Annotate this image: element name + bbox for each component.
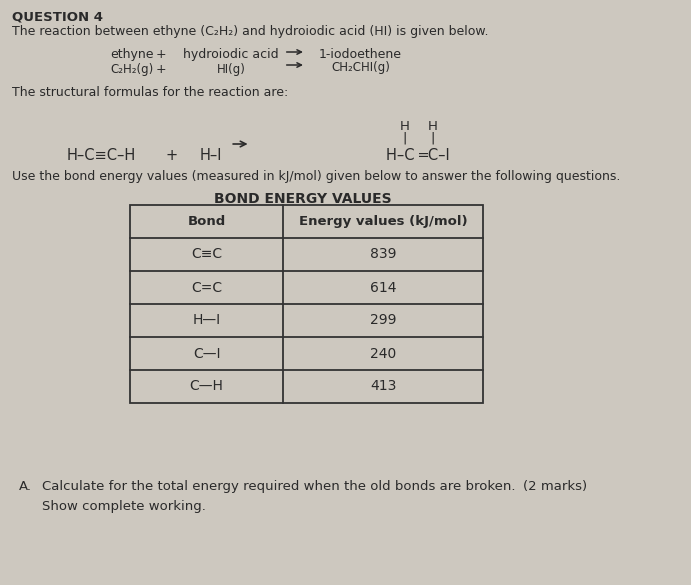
Text: Energy values (kJ/mol): Energy values (kJ/mol): [299, 215, 468, 228]
Text: (2 marks): (2 marks): [523, 480, 587, 493]
Text: The structural formulas for the reaction are:: The structural formulas for the reaction…: [12, 86, 289, 99]
Text: 614: 614: [370, 280, 397, 294]
Text: +: +: [155, 63, 166, 76]
Text: The reaction between ethyne (C₂H₂) and hydroiodic acid (HI) is given below.: The reaction between ethyne (C₂H₂) and h…: [12, 25, 489, 38]
Bar: [130, 205, 484, 403]
Text: +: +: [155, 48, 166, 61]
Text: Bond: Bond: [187, 215, 226, 228]
Text: Use the bond energy values (measured in kJ/mol) given below to answer the follow: Use the bond energy values (measured in …: [12, 170, 621, 183]
Text: |: |: [430, 132, 435, 145]
Text: H: H: [399, 120, 409, 133]
Text: |: |: [402, 132, 406, 145]
Text: 839: 839: [370, 247, 397, 261]
Text: 240: 240: [370, 346, 397, 360]
Text: ethyne: ethyne: [110, 48, 153, 61]
Text: 1-iodoethene: 1-iodoethene: [319, 48, 402, 61]
Text: QUESTION 4: QUESTION 4: [12, 10, 103, 23]
Text: C≡C: C≡C: [191, 247, 222, 261]
Text: Calculate for the total energy required when the old bonds are broken.: Calculate for the total energy required …: [42, 480, 515, 493]
Text: H: H: [428, 120, 437, 133]
Text: CH₂CHI(g): CH₂CHI(g): [331, 61, 390, 74]
Text: C₂H₂(g): C₂H₂(g): [110, 63, 153, 76]
Text: C—H: C—H: [189, 380, 223, 394]
Text: BOND ENERGY VALUES: BOND ENERGY VALUES: [214, 192, 392, 206]
Text: H–I: H–I: [200, 148, 223, 163]
Text: Show complete working.: Show complete working.: [42, 500, 206, 513]
Text: H—I: H—I: [193, 314, 220, 328]
Text: hydroiodic acid: hydroiodic acid: [183, 48, 279, 61]
Text: A.: A.: [19, 480, 32, 493]
Text: H–C≡C–H: H–C≡C–H: [66, 148, 135, 163]
Text: HI(g): HI(g): [217, 63, 245, 76]
Text: C=C: C=C: [191, 280, 222, 294]
Text: 299: 299: [370, 314, 397, 328]
Text: 413: 413: [370, 380, 397, 394]
Text: C—I: C—I: [193, 346, 220, 360]
Text: H–C ═C–I: H–C ═C–I: [386, 148, 449, 163]
Text: +: +: [165, 148, 178, 163]
